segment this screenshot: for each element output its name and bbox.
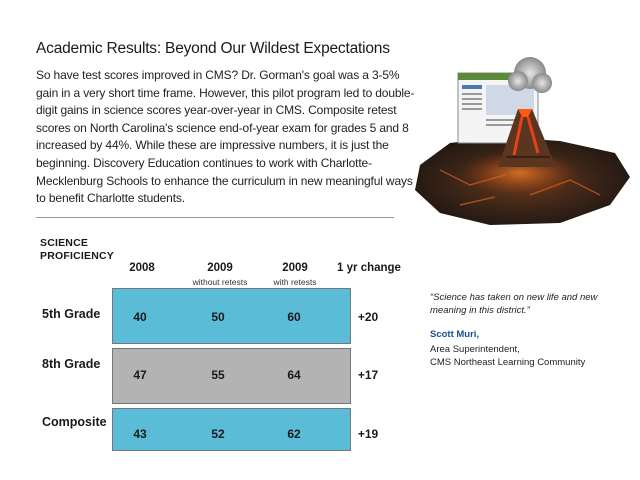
cell-5th-2009-retest: 60 — [287, 310, 301, 324]
table-title-line1: SCIENCE — [40, 237, 89, 249]
cell-composite-change: +19 — [357, 427, 379, 441]
row-label-composite: Composite — [42, 415, 107, 429]
cell-5th-2009-no-retest: 50 — [211, 310, 225, 324]
row-bar-5th-grade — [112, 288, 351, 344]
quote-role-line2: CMS Northeast Learning Community — [430, 357, 586, 368]
table-title-line2: PROFICIENCY — [40, 250, 114, 262]
column-sub-without-retests: without retests — [192, 277, 248, 287]
row-label-8th-grade: 8th Grade — [42, 357, 101, 371]
row-bar-composite — [112, 408, 351, 451]
cell-8th-2008: 47 — [133, 368, 147, 382]
quote-author: Scott Muri, — [430, 329, 480, 340]
column-head-2008: 2008 — [129, 262, 155, 274]
cell-5th-change: +20 — [357, 310, 379, 324]
body-paragraph: So have test scores improved in CMS? Dr.… — [36, 68, 415, 206]
cell-8th-2009-retest: 64 — [287, 368, 301, 382]
row-bar-8th-grade — [112, 348, 351, 404]
row-label-5th-grade: 5th Grade — [42, 307, 101, 321]
column-sub-with-retests: with retests — [273, 277, 317, 287]
volcano-with-screen-illustration — [415, 57, 630, 225]
column-head-2009-retest: 2009 — [282, 262, 308, 274]
quote-role-line1: Area Superintendent, — [430, 344, 520, 355]
cell-composite-2009-no-retest: 52 — [211, 427, 225, 441]
page-title: Academic Results: Beyond Our Wildest Exp… — [36, 40, 390, 57]
pull-quote: “Science has taken on new life and new m… — [430, 292, 598, 316]
cell-composite-2008: 43 — [133, 427, 147, 441]
quote-author-role: Area Superintendent, CMS Northeast Learn… — [430, 343, 585, 369]
column-head-change: 1 yr change — [337, 262, 401, 274]
table-title: SCIENCE PROFICIENCY — [40, 237, 114, 263]
cell-8th-2009-no-retest: 55 — [211, 368, 225, 382]
column-head-2009-no-retest: 2009 — [207, 262, 233, 274]
cell-5th-2008: 40 — [133, 310, 147, 324]
cell-composite-2009-retest: 62 — [287, 427, 301, 441]
section-divider — [36, 217, 394, 218]
cell-8th-change: +17 — [357, 368, 379, 382]
